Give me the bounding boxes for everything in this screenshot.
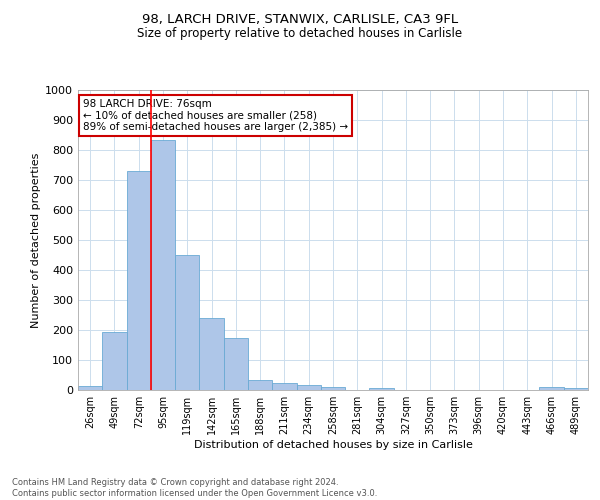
Y-axis label: Number of detached properties: Number of detached properties: [31, 152, 41, 328]
Bar: [127, 171, 151, 390]
Text: Contains HM Land Registry data © Crown copyright and database right 2024.
Contai: Contains HM Land Registry data © Crown c…: [12, 478, 377, 498]
Bar: [175, 255, 199, 390]
Bar: [199, 318, 224, 390]
Bar: [78, 386, 102, 390]
Bar: [224, 338, 248, 390]
Bar: [272, 384, 296, 390]
Bar: [151, 140, 175, 390]
Text: 98, LARCH DRIVE, STANWIX, CARLISLE, CA3 9FL: 98, LARCH DRIVE, STANWIX, CARLISLE, CA3 …: [142, 12, 458, 26]
X-axis label: Distribution of detached houses by size in Carlisle: Distribution of detached houses by size …: [194, 440, 472, 450]
Bar: [321, 387, 345, 390]
Bar: [296, 384, 321, 390]
Bar: [539, 387, 564, 390]
Bar: [564, 388, 588, 390]
Text: 98 LARCH DRIVE: 76sqm
← 10% of detached houses are smaller (258)
89% of semi-det: 98 LARCH DRIVE: 76sqm ← 10% of detached …: [83, 99, 348, 132]
Bar: [102, 332, 127, 390]
Bar: [248, 380, 272, 390]
Text: Size of property relative to detached houses in Carlisle: Size of property relative to detached ho…: [137, 28, 463, 40]
Bar: [370, 388, 394, 390]
